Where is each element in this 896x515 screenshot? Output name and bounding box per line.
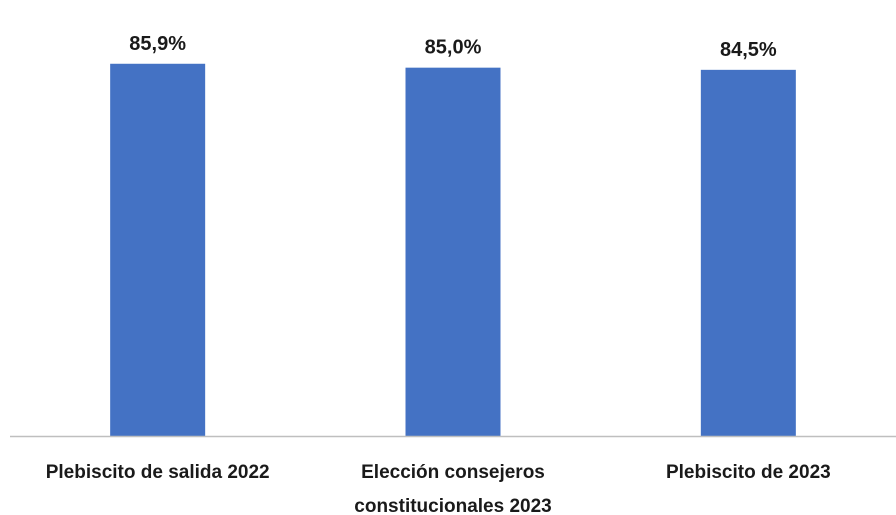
data-labels: 85,9% 85,0% 84,5%	[129, 33, 777, 61]
bar-3	[700, 69, 796, 436]
category-label-1: Plebiscito de salida 2022	[46, 462, 270, 483]
category-label-2: Elección consejeros constitucionales 2023	[354, 462, 551, 515]
category-label-line: constitucionales 2023	[354, 496, 551, 515]
category-label-line: Elección consejeros	[361, 462, 545, 483]
category-label-3: Plebiscito de 2023	[666, 462, 831, 483]
data-label-2: 85,0%	[425, 37, 482, 59]
category-labels: Plebiscito de salida 2022 Elección consej…	[46, 462, 831, 515]
category-label-line: Plebiscito de 2023	[666, 462, 831, 483]
bar-1	[110, 63, 206, 437]
bars	[110, 63, 796, 437]
bar-2	[405, 67, 501, 437]
data-label-3: 84,5%	[720, 39, 777, 61]
data-label-1: 85,9%	[129, 33, 186, 55]
category-label-line: Plebiscito de salida 2022	[46, 462, 270, 483]
